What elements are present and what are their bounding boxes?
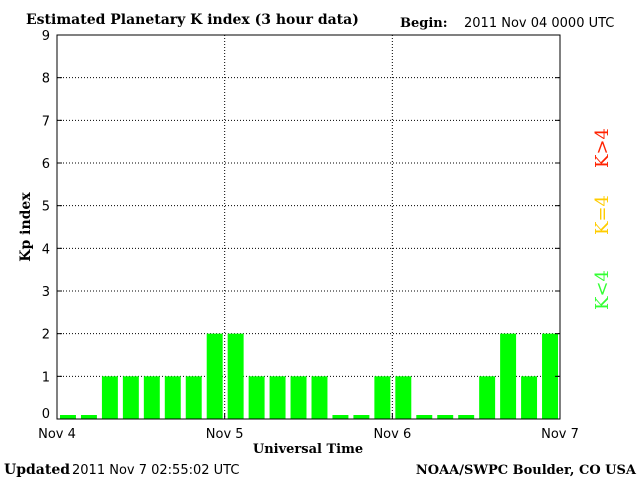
y-tick-label: 6 [42,157,50,172]
kp-bar [458,415,475,419]
x-axis-ticks: Nov 4 Nov 5 Nov 6 Nov 7 [38,413,579,442]
kp-bar [101,376,118,419]
begin-value: 2011 Nov 04 0000 UTC [464,16,614,31]
y-tick-label: 7 [42,114,50,129]
y-tick-label: 9 [42,29,50,44]
kp-bar [206,333,223,419]
kp-bar [353,415,370,419]
kp-bar [60,415,76,419]
kp-bar [248,376,265,419]
kp-bar [80,415,97,419]
plot-frame [56,34,561,420]
kp-bar [332,415,349,419]
x-axis-label: Universal Time [253,442,363,457]
y-tick-label: 3 [42,285,50,300]
y-tick-label: 5 [42,200,50,215]
bars-group [60,333,558,419]
kp-bar [122,376,139,419]
y-tick-label: 4 [42,242,50,257]
chart-title: Estimated Planetary K index (3 hour data… [26,12,359,28]
y-tick-label: 2 [42,328,50,343]
kp-bar [437,415,454,419]
kp-bar [143,376,160,419]
kp-bar [374,376,391,419]
source-credit: NOAA/SWPC Boulder, CO USA [416,463,637,478]
kp-bar [521,376,538,419]
y-tick-label: 1 [42,370,50,385]
updated-label: Updated [4,462,70,478]
kp-bar [290,376,307,419]
legend-entry: K>4 [592,128,613,168]
legend: K<4 K=4 K>4 [592,128,613,310]
x-tick-label: Nov 4 [38,427,76,442]
y-tick-label: 8 [42,72,50,87]
y-axis-ticks: 0 1 2 3 4 5 6 7 8 9 [42,29,560,422]
kp-bar [269,376,286,419]
kp-bar [542,333,558,419]
kp-bar [185,376,202,419]
begin-label: Begin: [400,16,448,31]
y-tick-label: 0 [42,407,50,422]
kp-bar [311,376,328,419]
updated-value: 2011 Nov 7 02:55:02 UTC [72,463,239,478]
kp-bar [164,376,181,419]
x-tick-label: Nov 6 [373,427,411,442]
kp-bar [227,333,244,419]
x-tick-label: Nov 5 [206,427,244,442]
kp-bar [500,333,517,419]
grid-lines [57,35,560,419]
y-axis-label: Kp index [18,192,34,262]
kp-bar [395,376,412,419]
x-tick-label: Nov 7 [541,427,579,442]
kp-bar [479,376,496,419]
kp-bar [416,415,433,419]
legend-entry: K=4 [592,195,613,235]
legend-entry: K<4 [592,270,613,310]
